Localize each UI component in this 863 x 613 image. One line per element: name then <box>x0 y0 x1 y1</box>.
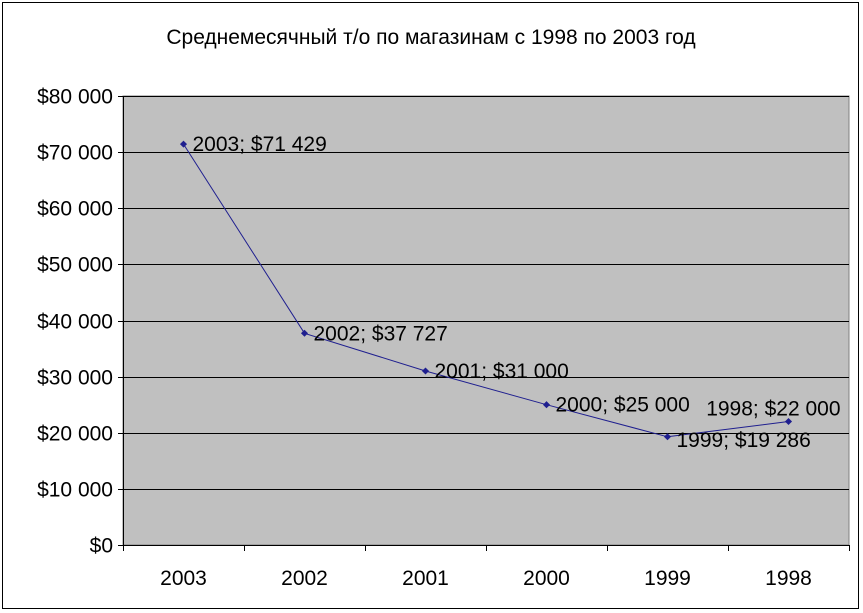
y-tick-label: $50 000 <box>37 254 113 277</box>
data-label: 1999; $19 286 <box>677 429 811 452</box>
x-tick-label: 2000 <box>523 567 570 590</box>
data-label: 2001; $31 000 <box>435 360 569 383</box>
data-label: 1998; $22 000 <box>706 398 840 421</box>
data-point <box>421 367 430 375</box>
data-point <box>663 433 672 441</box>
y-tick-label: $10 000 <box>37 479 113 502</box>
data-point <box>179 140 188 148</box>
plot-background <box>122 95 850 546</box>
data-point <box>784 417 793 426</box>
data-label: 2003; $71 429 <box>193 133 327 156</box>
data-label: 2002; $37 727 <box>314 322 448 345</box>
x-tick-label: 2001 <box>402 567 449 590</box>
x-axis-tick-labels: 2003 2002 2001 2000 1999 1998 <box>160 567 812 590</box>
y-axis-tick-labels: $0 $10 000 $20 000 $30 000 $40 000 $50 000 $60… <box>37 86 113 558</box>
data-point <box>542 401 551 409</box>
data-points <box>179 140 793 441</box>
plot-area <box>122 95 850 546</box>
series-line-0 <box>183 143 789 438</box>
y-tick-label: $40 000 <box>37 311 113 334</box>
y-tick-label: $20 000 <box>37 423 113 446</box>
y-tick-label: $70 000 <box>37 142 113 165</box>
y-tick-label: $0 <box>90 535 113 558</box>
x-tick-label: 1998 <box>765 567 812 590</box>
data-labels: 2003; $71 429 2002; $37 727 2001; $31 000 2… <box>193 133 841 452</box>
y-tick-label: $30 000 <box>37 367 113 390</box>
y-tick-label: $60 000 <box>37 198 113 221</box>
x-tick-label: 2002 <box>281 567 328 590</box>
x-tick-label: 1999 <box>644 567 691 590</box>
data-point <box>300 329 309 337</box>
y-tick-label: $80 000 <box>37 86 113 109</box>
data-label: 2000; $25 000 <box>556 394 690 417</box>
axes <box>118 96 850 551</box>
gridlines <box>123 96 849 490</box>
x-tick-label: 2003 <box>160 567 207 590</box>
chart-title: Среднемесячный т/о по магазинам с 1998 п… <box>166 26 695 49</box>
series-line <box>183 143 789 438</box>
